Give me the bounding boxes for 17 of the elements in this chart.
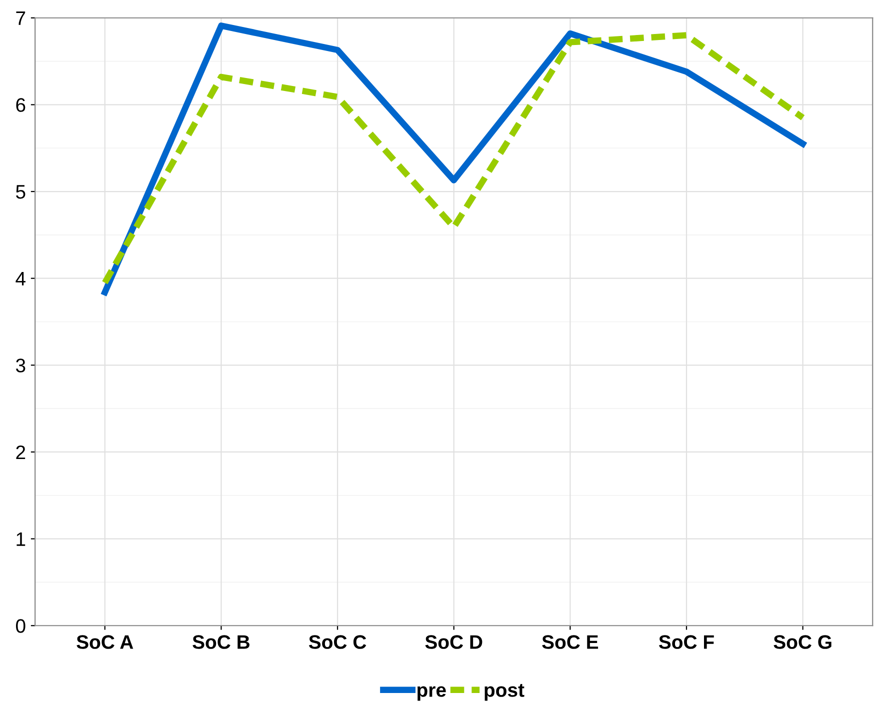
- y-tick-label: 5: [16, 185, 26, 199]
- y-tick-label: 2: [16, 445, 26, 460]
- x-tick-label: SoC F: [658, 635, 714, 649]
- x-tick-label: SoC A: [76, 635, 134, 649]
- x-tick-label: SoC B: [192, 635, 250, 649]
- x-tick-label: SoC C: [308, 635, 366, 649]
- y-tick-label: 7: [16, 12, 26, 25]
- x-tick-label: SoC D: [425, 635, 482, 649]
- legend-label: pre: [418, 686, 446, 701]
- y-tick-label: 1: [16, 532, 26, 546]
- y-tick-label: 4: [16, 272, 26, 286]
- x-tick-label: SoC G: [774, 635, 832, 649]
- y-tick-label: 3: [16, 358, 26, 372]
- y-tick-label: 6: [16, 98, 26, 112]
- y-tick-label: 0: [16, 619, 26, 633]
- x-tick-label: SoC E: [542, 635, 598, 649]
- legend-label: post: [484, 684, 524, 701]
